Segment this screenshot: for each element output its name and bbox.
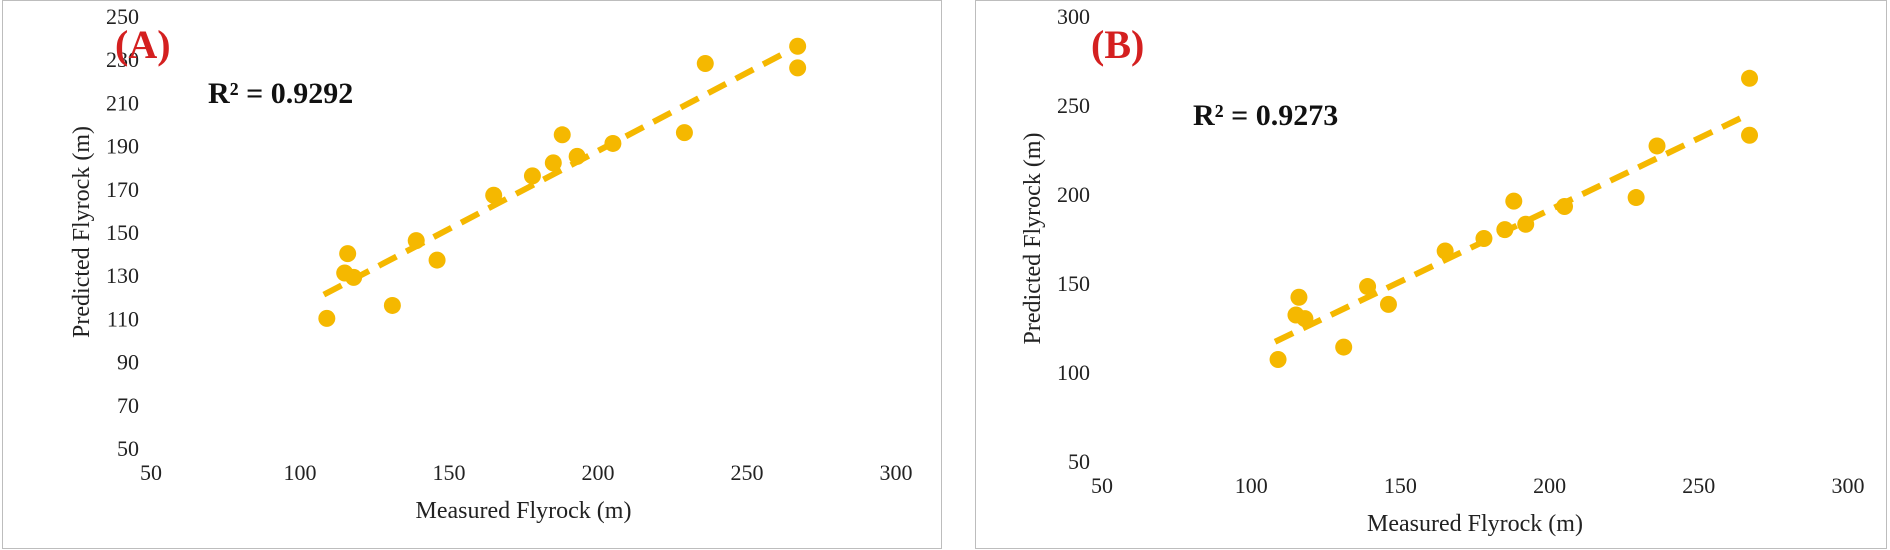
y-axis-title: Predicted Flyrock (m): [69, 126, 95, 338]
y-tick-label: 210: [106, 90, 139, 115]
chart-panel-b: 50 100 150 200 250 300 50 100 150 200 250 300 Measur…: [975, 0, 1887, 549]
y-tick-label: 300: [1057, 4, 1090, 29]
data-point: [568, 147, 586, 165]
y-tick-label: 100: [1057, 360, 1090, 385]
data-point: [1648, 137, 1666, 155]
data-point: [1505, 192, 1523, 210]
panel-label-b: (B): [1091, 22, 1145, 67]
x-axis-title: Measured Flyrock (m): [1367, 511, 1583, 537]
data-point: [1269, 351, 1287, 369]
data-point: [523, 167, 541, 185]
data-point: [675, 124, 693, 142]
x-tick-label: 250: [731, 460, 764, 485]
data-point: [1741, 126, 1759, 144]
r-squared-annotation-a: R² = 0.9292: [208, 77, 354, 110]
x-tick-label: 50: [1091, 473, 1113, 498]
data-point: [1496, 221, 1514, 239]
y-tick-label: 200: [1057, 182, 1090, 207]
data-point: [428, 251, 446, 269]
y-tick-label: 150: [106, 220, 139, 245]
y-axis-title: Predicted Flyrock (m): [1020, 133, 1046, 345]
data-point: [383, 296, 401, 314]
y-tick-label: 250: [106, 4, 139, 29]
data-point: [1627, 189, 1645, 207]
y-tick-label: 110: [107, 306, 139, 331]
scatter-plot-a: 50 70 90 110 130 150 170 190 210 230 250 50 100 150 20…: [69, 4, 913, 524]
data-point: [1296, 310, 1314, 328]
x-tick-label: 250: [1682, 473, 1715, 498]
x-tick-label: 300: [880, 460, 913, 485]
data-point: [789, 37, 807, 55]
y-tick-label: 50: [1068, 449, 1090, 474]
data-point: [544, 154, 562, 172]
data-point: [407, 232, 425, 250]
x-tick-label: 200: [1533, 473, 1566, 498]
data-point: [318, 309, 336, 327]
x-tick-label: 150: [1384, 473, 1417, 498]
data-point: [1335, 338, 1353, 356]
data-point: [696, 55, 714, 73]
x-tick-label: 100: [1235, 473, 1268, 498]
data-point: [345, 268, 363, 286]
data-point: [604, 134, 622, 152]
y-tick-label: 230: [106, 47, 139, 72]
y-tick-label: 50: [117, 436, 139, 461]
chart-panel-a: 50 70 90 110 130 150 170 190 210 230 250 50 100 150 20…: [2, 0, 942, 549]
x-tick-label: 50: [140, 460, 162, 485]
y-tick-label: 150: [1057, 271, 1090, 296]
x-axis-title: Measured Flyrock (m): [416, 498, 632, 524]
data-point: [339, 245, 357, 263]
data-point: [485, 186, 503, 204]
data-point: [1517, 215, 1535, 233]
panel-label-a: (A): [115, 22, 171, 67]
data-point: [1556, 197, 1574, 215]
y-tick-label: 90: [117, 350, 139, 375]
data-point: [1359, 278, 1377, 296]
trendline: [322, 43, 800, 298]
data-point: [1379, 295, 1397, 313]
data-point: [789, 59, 807, 77]
x-tick-label: 200: [582, 460, 615, 485]
y-tick-label: 250: [1057, 93, 1090, 118]
scatter-plot-b: 50 100 150 200 250 300 50 100 150 200 250 300 Measur…: [1020, 4, 1865, 537]
data-point: [1741, 69, 1759, 87]
data-point: [553, 126, 571, 144]
x-tick-label: 150: [433, 460, 466, 485]
r-squared-annotation-b: R² = 0.9273: [1193, 99, 1339, 132]
y-tick-label: 70: [117, 393, 139, 418]
data-point: [1475, 230, 1493, 247]
y-tick-label: 190: [106, 134, 139, 159]
x-tick-label: 300: [1832, 473, 1865, 498]
y-tick-label: 170: [106, 177, 139, 202]
y-tick-label: 130: [106, 263, 139, 288]
data-point: [1290, 288, 1308, 306]
x-tick-label: 100: [284, 460, 317, 485]
data-point: [1436, 242, 1454, 260]
